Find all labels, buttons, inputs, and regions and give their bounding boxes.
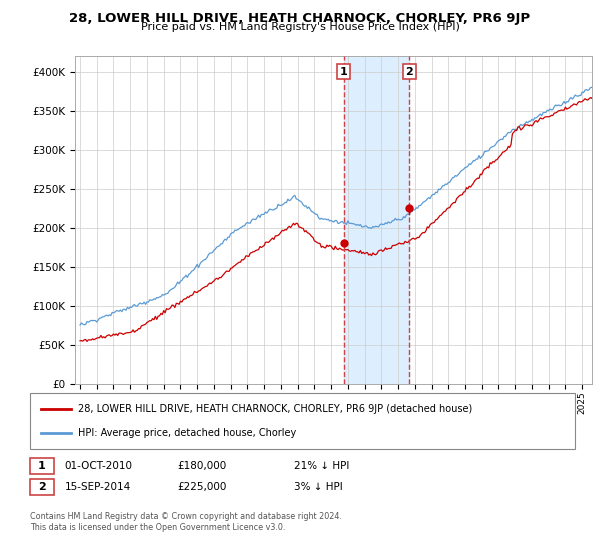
- Text: £180,000: £180,000: [177, 461, 226, 471]
- Text: 15-SEP-2014: 15-SEP-2014: [65, 482, 131, 492]
- Text: 1: 1: [340, 67, 347, 77]
- Bar: [344, 56, 409, 384]
- Text: £225,000: £225,000: [177, 482, 226, 492]
- Text: 1: 1: [38, 461, 46, 471]
- Text: 28, LOWER HILL DRIVE, HEATH CHARNOCK, CHORLEY, PR6 9JP (detached house): 28, LOWER HILL DRIVE, HEATH CHARNOCK, CH…: [78, 404, 472, 414]
- Text: Price paid vs. HM Land Registry's House Price Index (HPI): Price paid vs. HM Land Registry's House …: [140, 22, 460, 32]
- Text: 2: 2: [38, 482, 46, 492]
- Text: Contains HM Land Registry data © Crown copyright and database right 2024.
This d: Contains HM Land Registry data © Crown c…: [30, 512, 342, 532]
- Text: 3% ↓ HPI: 3% ↓ HPI: [294, 482, 343, 492]
- Text: 28, LOWER HILL DRIVE, HEATH CHARNOCK, CHORLEY, PR6 9JP: 28, LOWER HILL DRIVE, HEATH CHARNOCK, CH…: [70, 12, 530, 25]
- Text: HPI: Average price, detached house, Chorley: HPI: Average price, detached house, Chor…: [78, 428, 296, 438]
- Text: 2: 2: [406, 67, 413, 77]
- Text: 01-OCT-2010: 01-OCT-2010: [65, 461, 133, 471]
- Text: 21% ↓ HPI: 21% ↓ HPI: [294, 461, 349, 471]
